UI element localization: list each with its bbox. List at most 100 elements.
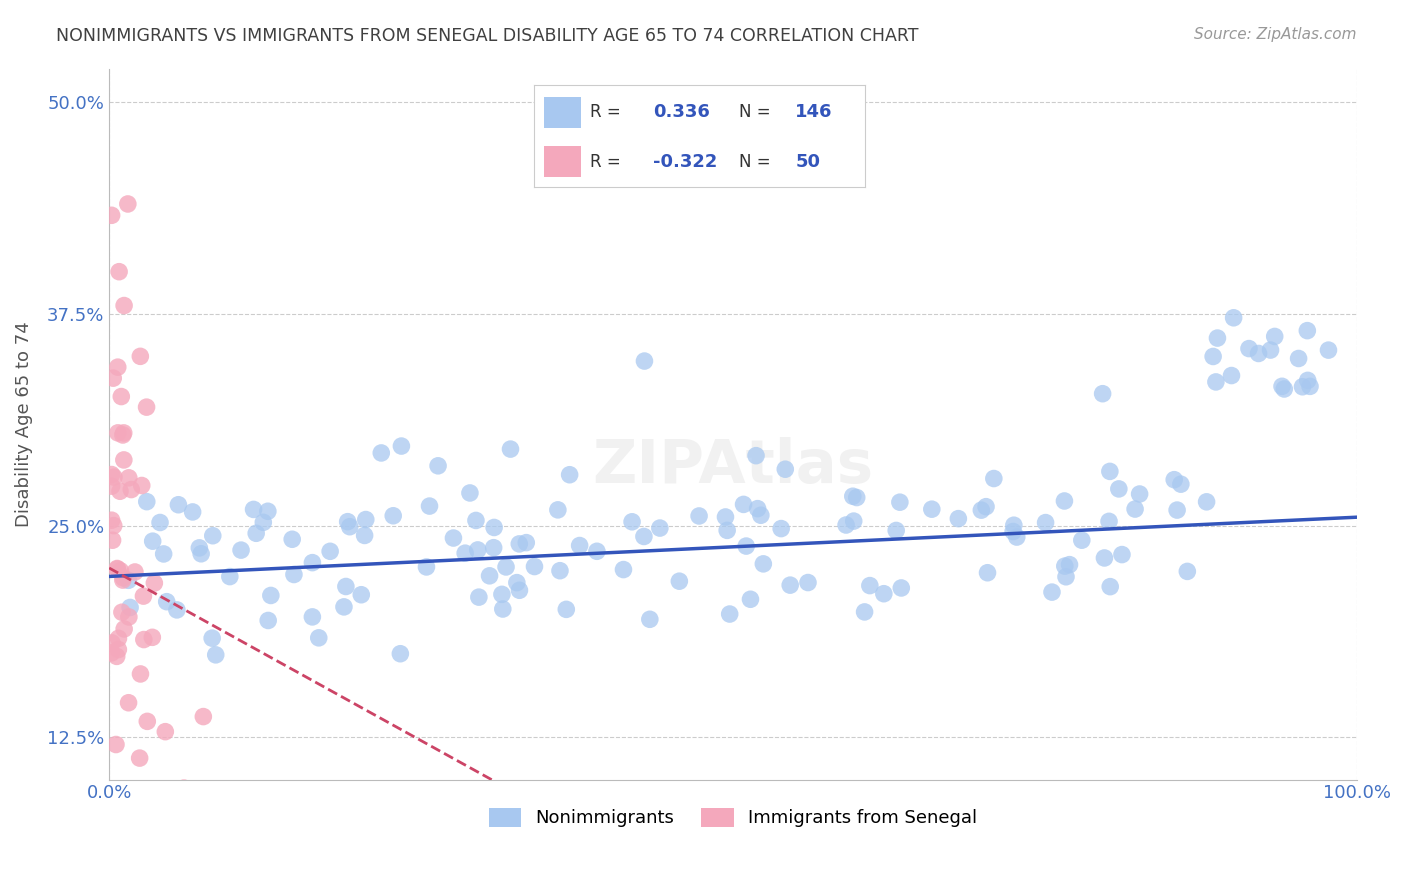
Point — [283, 567, 305, 582]
Point — [983, 471, 1005, 485]
Point — [638, 612, 661, 626]
Point — [319, 544, 342, 558]
Point — [132, 632, 155, 647]
Point — [104, 738, 127, 752]
Point — [467, 543, 489, 558]
Point — [482, 520, 505, 534]
Point — [523, 559, 546, 574]
Point — [1098, 514, 1121, 528]
Point — [143, 576, 166, 591]
Point — [1220, 368, 1243, 383]
Legend: Nonimmigrants, Immigrants from Senegal: Nonimmigrants, Immigrants from Senegal — [481, 801, 984, 835]
Point — [491, 587, 513, 601]
Point — [112, 622, 135, 636]
Point — [568, 539, 591, 553]
Point — [181, 505, 204, 519]
Point — [333, 599, 356, 614]
Point — [1123, 502, 1146, 516]
Point — [495, 560, 517, 574]
Text: NONIMMIGRANTS VS IMMIGRANTS FROM SENEGAL DISABILITY AGE 65 TO 74 CORRELATION CHA: NONIMMIGRANTS VS IMMIGRANTS FROM SENEGAL… — [56, 27, 918, 45]
Point — [129, 667, 152, 681]
Point — [339, 519, 361, 533]
Point — [155, 724, 177, 739]
Point — [1098, 464, 1121, 478]
Point — [218, 569, 240, 583]
Point — [193, 709, 215, 723]
Point — [1170, 477, 1192, 491]
Point — [135, 494, 157, 508]
Point — [190, 547, 212, 561]
Point — [103, 371, 125, 385]
Point — [260, 589, 283, 603]
Point — [749, 508, 772, 523]
Point — [547, 503, 569, 517]
Point — [132, 589, 155, 603]
Point — [382, 508, 405, 523]
Point — [131, 478, 153, 492]
Point — [1129, 487, 1152, 501]
Point — [1237, 342, 1260, 356]
Point — [688, 508, 710, 523]
Point — [281, 533, 304, 547]
Point — [100, 479, 122, 493]
Bar — [544, 97, 581, 128]
Point — [242, 502, 264, 516]
Point — [492, 602, 515, 616]
Point — [1247, 346, 1270, 360]
Point — [142, 806, 165, 821]
Point — [257, 614, 280, 628]
Point — [427, 458, 450, 473]
Point — [859, 578, 882, 592]
Point — [308, 631, 330, 645]
Point — [1002, 518, 1025, 533]
Point — [1091, 386, 1114, 401]
Point — [301, 610, 323, 624]
Point — [204, 648, 226, 662]
Point — [752, 557, 775, 571]
Point — [118, 610, 141, 624]
Text: ZIPAtlas: ZIPAtlas — [592, 437, 873, 496]
Point — [252, 516, 274, 530]
Point — [108, 265, 131, 279]
Point — [735, 539, 758, 553]
Point — [415, 560, 437, 574]
Point — [112, 571, 135, 585]
Point — [107, 642, 129, 657]
Point — [1264, 329, 1286, 343]
Point — [105, 562, 128, 576]
Text: N =: N = — [740, 153, 770, 170]
Point — [1111, 548, 1133, 562]
Point — [173, 780, 195, 795]
Point — [107, 360, 129, 375]
Point — [201, 529, 224, 543]
Point — [370, 446, 392, 460]
Point — [648, 521, 671, 535]
Point — [555, 602, 578, 616]
Point — [716, 524, 738, 538]
Point — [1054, 570, 1077, 584]
Point — [152, 547, 174, 561]
Point — [853, 605, 876, 619]
Point — [1059, 558, 1081, 572]
Point — [201, 631, 224, 645]
Point — [1317, 343, 1340, 358]
Point — [548, 564, 571, 578]
Point — [508, 537, 530, 551]
Point — [747, 501, 769, 516]
Point — [1094, 551, 1116, 566]
Point — [1260, 343, 1282, 357]
Point — [468, 590, 491, 604]
Point — [389, 647, 412, 661]
Point — [100, 513, 122, 527]
Point — [884, 524, 907, 538]
Point — [775, 462, 797, 476]
Point — [506, 575, 529, 590]
Point — [970, 503, 993, 517]
Point — [1202, 350, 1225, 364]
Point — [188, 541, 211, 555]
Point — [245, 526, 267, 541]
Point — [117, 574, 139, 588]
Point — [118, 471, 141, 485]
Point — [120, 600, 142, 615]
Point — [558, 467, 581, 482]
